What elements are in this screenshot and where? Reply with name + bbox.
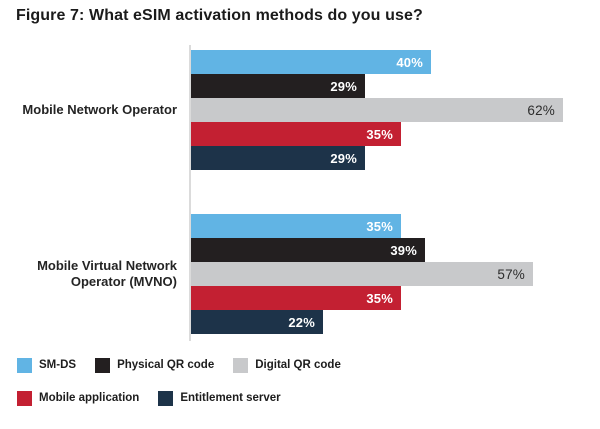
bar-value-label: 62%	[527, 102, 555, 118]
bar-entitlement-server-mobile-virtual-network-operator-mvno: 22%	[191, 310, 323, 334]
bar-sm-ds-mobile-network-operator: 40%	[191, 50, 431, 74]
legend-row: SM-DS Physical QR code Digital QR code	[17, 357, 341, 373]
y-axis-line	[189, 45, 191, 341]
legend-swatch-sm-ds	[17, 357, 32, 373]
bar-physical-qr-code-mobile-network-operator: 29%	[191, 74, 365, 98]
legend-item-sm-ds: SM-DS	[17, 357, 77, 373]
legend-row: Mobile application Entitlement server	[17, 390, 341, 406]
legend-item-mobile-application: Mobile application	[17, 390, 140, 406]
legend-item-physical-qr-code: Physical QR code	[95, 357, 215, 373]
bar-value-label: 29%	[330, 78, 357, 94]
legend-label: Entitlement server	[180, 392, 281, 404]
legend: SM-DS Physical QR code Digital QR code Mobi…	[17, 357, 341, 423]
bar-value-label: 22%	[288, 314, 315, 330]
legend-swatch-physical-qr-code	[95, 357, 111, 373]
legend-swatch-mobile-application	[17, 390, 32, 406]
legend-label: Physical QR code	[117, 359, 215, 371]
bar-sm-ds-mobile-virtual-network-operator-mvno: 35%	[191, 214, 401, 238]
legend-swatch-digital-qr-code	[233, 357, 249, 373]
legend-label: Mobile application	[39, 392, 140, 404]
chart-title: Figure 7: What eSIM activation methods d…	[16, 7, 423, 24]
bar-mobile-application-mobile-virtual-network-operator-mvno: 35%	[191, 286, 401, 310]
category-label-mobile-virtual-network-operator-mvno: Mobile Virtual Network Operator (MVNO)	[37, 257, 177, 289]
bar-value-label: 35%	[366, 290, 393, 306]
legend-label: SM-DS	[39, 359, 77, 371]
legend-item-digital-qr-code: Digital QR code	[233, 357, 341, 373]
category-label-mobile-network-operator: Mobile Network Operator	[22, 101, 177, 117]
bar-value-label: 29%	[330, 150, 357, 166]
bar-entitlement-server-mobile-network-operator: 29%	[191, 146, 365, 170]
bar-value-label: 35%	[366, 218, 393, 234]
bar-digital-qr-code-mobile-virtual-network-operator-mvno: 57%	[191, 262, 533, 286]
bar-value-label: 40%	[396, 54, 423, 70]
bar-mobile-application-mobile-network-operator: 35%	[191, 122, 401, 146]
bar-value-label: 57%	[497, 266, 525, 282]
bar-physical-qr-code-mobile-virtual-network-operator-mvno: 39%	[191, 238, 425, 262]
legend-item-entitlement-server: Entitlement server	[158, 390, 281, 406]
bar-value-label: 35%	[366, 126, 393, 142]
legend-swatch-entitlement-server	[158, 390, 174, 406]
legend-label: Digital QR code	[255, 359, 341, 371]
bar-value-label: 39%	[390, 242, 417, 258]
bar-digital-qr-code-mobile-network-operator: 62%	[191, 98, 563, 122]
